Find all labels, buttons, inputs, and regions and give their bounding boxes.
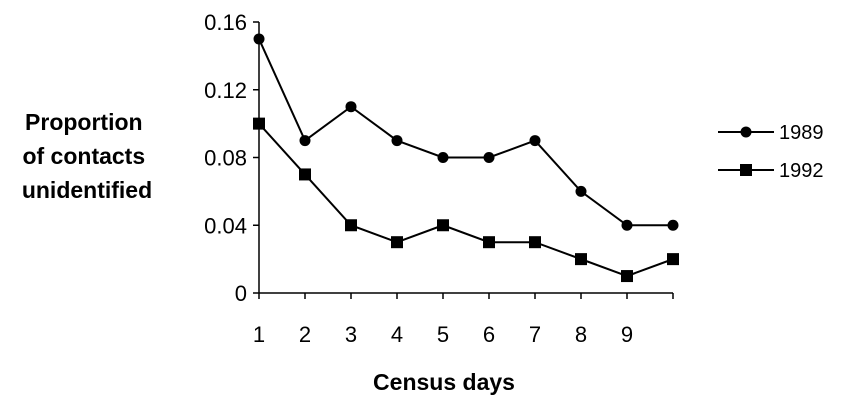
y-axis-ticks: 0 0.04 0.08 0.12 0.16: [204, 10, 259, 306]
legend-marker-1992: [740, 164, 752, 176]
x-tick-label: 9: [621, 322, 633, 347]
x-tick-label: 7: [529, 322, 541, 347]
data-point-1992: [667, 253, 679, 266]
x-tick-label: 1: [253, 322, 265, 347]
y-axis-title: Proportion of contacts unidentified: [22, 109, 152, 203]
legend: 1989 1992: [718, 122, 824, 182]
data-point-1992: [345, 219, 357, 232]
x-tick-label: 8: [575, 322, 587, 347]
x-axis-ticks: 1 2 3 4 5 6 7 8 9: [253, 293, 674, 347]
legend-marker-1989: [740, 126, 752, 138]
data-point-1992: [529, 236, 541, 249]
series-line-1989: [258, 38, 673, 227]
series-1992: [253, 117, 679, 283]
y-axis-title-line-3: unidentified: [22, 177, 152, 203]
x-axis-title: Census days: [373, 369, 515, 395]
y-axis-title-line-2: of contacts: [22, 143, 145, 169]
y-tick-label: 0.16: [204, 10, 247, 35]
y-axis-title-line-1: Proportion: [25, 109, 143, 135]
x-tick-label: 3: [345, 322, 357, 347]
data-point-1992: [621, 270, 633, 283]
y-tick-label: 0.12: [204, 78, 247, 103]
data-point-1989: [621, 219, 633, 231]
data-point-1989: [253, 33, 265, 45]
legend-label-1992: 1992: [779, 160, 824, 182]
data-point-1992: [299, 168, 311, 181]
data-point-1989: [575, 185, 587, 197]
x-tick-label: 5: [437, 322, 449, 347]
series-1989: [253, 33, 679, 231]
data-point-1989: [345, 101, 357, 113]
y-tick-label: 0.08: [204, 146, 247, 171]
series-line-1992: [258, 122, 674, 278]
x-tick-label: 2: [299, 322, 311, 347]
legend-label-1989: 1989: [779, 122, 824, 144]
data-point-1989: [437, 152, 449, 163]
data-point-1989: [483, 152, 495, 163]
data-point-1989: [299, 135, 311, 147]
y-tick-label: 0.04: [204, 213, 247, 238]
data-point-1992: [253, 117, 265, 130]
data-point-1989: [667, 219, 679, 231]
data-point-1989: [529, 135, 541, 147]
x-tick-label: 4: [391, 322, 403, 347]
data-point-1992: [575, 253, 587, 266]
x-tick-label: 6: [483, 322, 495, 347]
data-point-1992: [483, 236, 495, 249]
data-point-1989: [391, 135, 403, 147]
data-point-1992: [391, 236, 403, 249]
data-point-1992: [437, 219, 449, 232]
series-layer: [253, 33, 679, 283]
y-tick-label: 0: [235, 281, 247, 306]
